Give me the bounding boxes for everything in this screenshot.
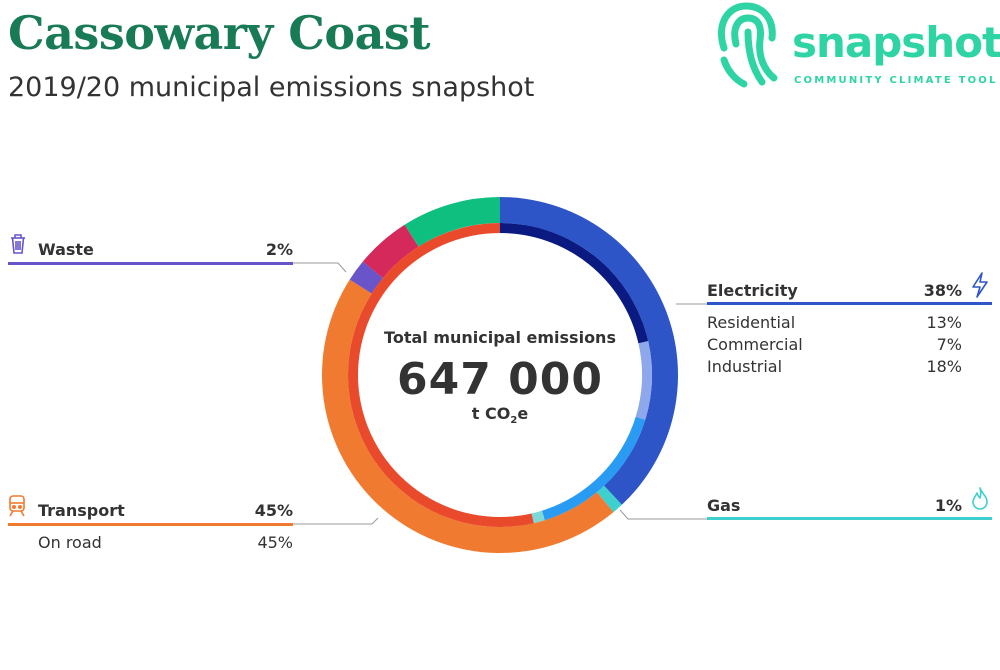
transport-sub-on-road-label: On road: [38, 533, 102, 552]
transport-sub-on-road-percent: 45%: [257, 533, 293, 552]
electricity-sub-residential-percent: 13%: [926, 313, 962, 332]
outer-slice-waste: [349, 261, 383, 294]
gas-percent: 1%: [934, 496, 962, 515]
inner-slice-residential: [541, 416, 646, 521]
train-icon: [9, 495, 25, 517]
electricity-sub-commercial-percent: 7%: [936, 335, 962, 354]
inner-slice-commercial: [635, 341, 652, 420]
transport-percent: 45%: [254, 501, 293, 520]
flame-icon: [972, 487, 988, 510]
outer-slice-segment-4: [362, 224, 419, 279]
electricity-sub-industrial-label: Industrial: [707, 357, 783, 376]
electricity-sub-residential-label: Residential: [707, 313, 796, 332]
inner-slice-gas: [531, 510, 545, 524]
fingerprint-icon: [717, 2, 778, 88]
gas-leader: [619, 509, 707, 520]
waste-label: Waste: [38, 240, 94, 259]
electricity-sub-commercial-label: Commercial: [707, 335, 803, 354]
page-subtitle: 2019/20 municipal emissions snapshot: [8, 72, 535, 103]
leader-lines: [293, 262, 707, 525]
total-value: 647 000: [396, 354, 603, 405]
gas-label: Gas: [707, 496, 741, 515]
transport-rule: [8, 523, 293, 526]
waste-leader: [293, 262, 347, 273]
outer-slice-electricity: [500, 197, 678, 505]
page-title: Cassowary Coast: [8, 6, 431, 60]
trash-icon: [11, 234, 25, 254]
snapshot-logo: snapshot COMMUNITY CLIMATE TOOL: [712, 0, 1000, 90]
total-label: Total municipal emissions: [384, 328, 616, 347]
total-unit: t CO2e: [471, 404, 529, 427]
outer-slice-gas: [596, 485, 622, 513]
transport-label: Transport: [38, 501, 125, 520]
logo-tagline: COMMUNITY CLIMATE TOOL: [794, 75, 998, 86]
logo-wordmark: snapshot: [792, 18, 1000, 67]
electricity-percent: 38%: [923, 281, 962, 300]
outer-slice-transport: [322, 279, 614, 554]
outer-ring: [322, 197, 678, 554]
waste-percent: 2%: [265, 240, 293, 259]
electricity-sub-industrial-percent: 18%: [926, 357, 962, 376]
gas-rule: [707, 517, 992, 520]
electricity-label: Electricity: [707, 281, 798, 300]
electricity-rule: [707, 302, 992, 305]
waste-rule: [8, 262, 293, 265]
outer-slice-segment-5: [404, 197, 500, 247]
inner-ring: [347, 223, 652, 527]
transport-leader: [293, 517, 379, 525]
lightning-icon: [972, 272, 988, 298]
inner-slice-industrial: [500, 223, 649, 344]
